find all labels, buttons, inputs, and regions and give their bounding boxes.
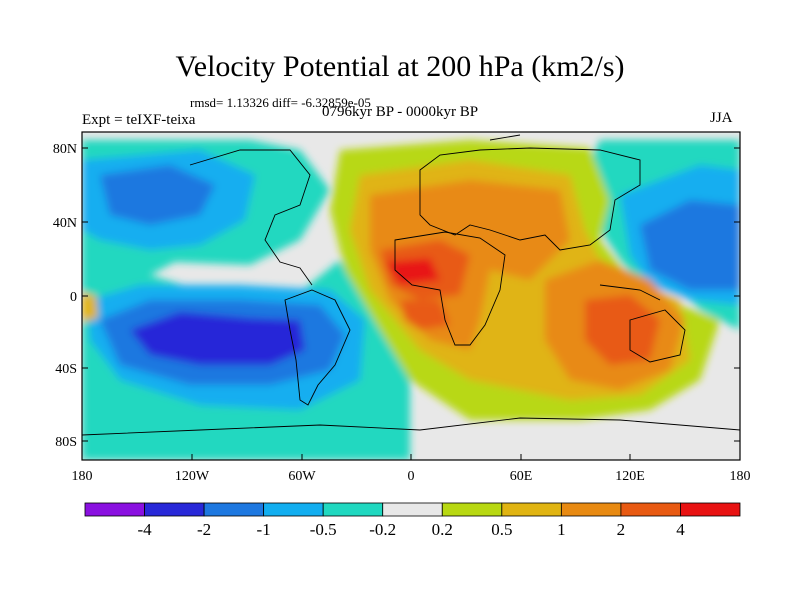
colorbar-swatch <box>144 502 205 517</box>
experiment-label: Expt = teIXF-teixa <box>82 112 196 128</box>
colorbar-swatch <box>322 502 384 517</box>
colorbar-label: 4 <box>676 520 685 539</box>
colorbar-swatch <box>382 502 443 517</box>
colorbar-label: 0.5 <box>491 520 512 539</box>
colorbar-swatch <box>680 502 741 517</box>
y-tick-label: 0 <box>70 290 77 305</box>
map-title: Velocity Potential at 200 hPa (km2/s) <box>175 50 625 83</box>
y-axis: 80N 40N 0 40S 80S <box>53 142 740 450</box>
coastlines <box>82 134 740 436</box>
colorbar-swatch <box>501 502 562 517</box>
velocity-potential-field <box>82 132 740 460</box>
x-axis: 180 120W 60W 0 60E 120E 180 <box>72 454 751 484</box>
y-tick-label: 80N <box>53 142 77 157</box>
colorbar-swatch <box>620 502 681 517</box>
stats-text: rmsd= 1.13326 diff= -6.32859e-05 <box>190 95 371 110</box>
colorbar-label: -2 <box>197 520 211 539</box>
x-tick-label: 0 <box>408 469 415 484</box>
colorbar-label: 1 <box>557 520 566 539</box>
colorbar-swatch <box>84 502 145 517</box>
y-tick-label: 40S <box>55 362 77 377</box>
colorbar-label: -0.2 <box>369 520 396 539</box>
x-tick-label: 180 <box>730 469 751 484</box>
colorbar-swatch <box>203 502 265 517</box>
x-tick-label: 60W <box>288 469 316 484</box>
y-tick-label: 80S <box>55 435 77 450</box>
season-label: JJA <box>710 110 733 126</box>
colorbar-swatch <box>263 502 324 517</box>
x-tick-label: 120W <box>175 469 210 484</box>
colorbar: -4 -2 -1 -0.5 -0.2 0.2 0.5 1 2 4 <box>84 502 741 539</box>
colorbar-label: 0.2 <box>432 520 453 539</box>
y-tick-label: 40N <box>53 216 77 231</box>
colorbar-swatch <box>441 502 503 517</box>
colorbar-label: -1 <box>257 520 271 539</box>
colorbar-label: 2 <box>617 520 626 539</box>
period-label: 0796kyr BP - 0000kyr BP <box>322 104 479 120</box>
x-tick-label: 180 <box>72 469 93 484</box>
colorbar-label: -4 <box>137 520 152 539</box>
x-tick-label: 60E <box>510 469 533 484</box>
colorbar-swatch <box>560 502 622 517</box>
x-tick-label: 120E <box>615 469 645 484</box>
colorbar-label: -0.5 <box>310 520 337 539</box>
